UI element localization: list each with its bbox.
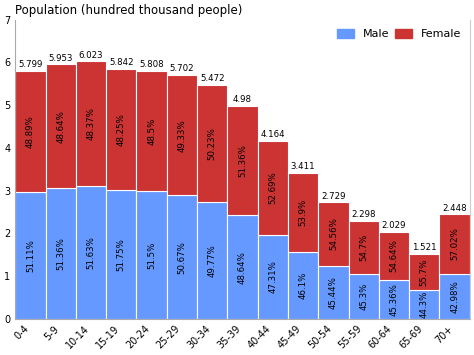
Text: 49.77%: 49.77% xyxy=(208,244,217,277)
Text: 4.164: 4.164 xyxy=(261,130,285,139)
Bar xyxy=(167,75,197,195)
Text: 5.842: 5.842 xyxy=(109,59,134,67)
Text: 52.69%: 52.69% xyxy=(268,171,277,204)
Text: 50.23%: 50.23% xyxy=(208,127,217,160)
Text: 48.37%: 48.37% xyxy=(87,107,96,140)
Bar xyxy=(137,71,167,191)
Bar xyxy=(106,69,137,190)
Text: 55.7%: 55.7% xyxy=(420,258,429,286)
Text: 6.023: 6.023 xyxy=(79,51,103,60)
Bar xyxy=(288,173,318,252)
Text: 2.448: 2.448 xyxy=(442,203,467,213)
Bar xyxy=(197,202,228,319)
Bar xyxy=(439,214,470,274)
Text: 45.44%: 45.44% xyxy=(329,276,338,309)
Text: Population (hundred thousand people): Population (hundred thousand people) xyxy=(15,4,243,17)
Text: 4.98: 4.98 xyxy=(233,95,252,104)
Text: 5.472: 5.472 xyxy=(200,74,225,83)
Text: 51.5%: 51.5% xyxy=(147,241,156,269)
Bar xyxy=(106,190,137,319)
Text: 3.411: 3.411 xyxy=(291,162,315,171)
Text: 54.64%: 54.64% xyxy=(390,239,399,272)
Bar xyxy=(228,106,258,215)
Bar xyxy=(318,266,348,319)
Bar xyxy=(258,141,288,235)
Text: 5.799: 5.799 xyxy=(18,60,43,69)
Bar xyxy=(228,215,258,319)
Text: 45.3%: 45.3% xyxy=(359,283,368,310)
Bar xyxy=(348,274,379,319)
Text: 57.02%: 57.02% xyxy=(450,228,459,261)
Text: 2.729: 2.729 xyxy=(321,191,346,201)
Text: 48.64%: 48.64% xyxy=(56,110,65,143)
Bar xyxy=(439,274,470,319)
Bar xyxy=(318,202,348,266)
Bar xyxy=(76,61,106,186)
Text: 42.98%: 42.98% xyxy=(450,280,459,313)
Text: 48.25%: 48.25% xyxy=(117,113,126,146)
Text: 44.3%: 44.3% xyxy=(420,291,429,318)
Text: 5.808: 5.808 xyxy=(139,60,164,69)
Bar xyxy=(46,65,76,188)
Bar xyxy=(15,192,46,319)
Text: 48.89%: 48.89% xyxy=(26,115,35,148)
Text: 54.7%: 54.7% xyxy=(359,234,368,261)
Text: 54.56%: 54.56% xyxy=(329,218,338,251)
Text: 2.298: 2.298 xyxy=(351,210,376,219)
Bar xyxy=(409,254,439,290)
Bar xyxy=(379,279,409,319)
Bar xyxy=(409,290,439,319)
Bar xyxy=(379,232,409,279)
Text: 48.64%: 48.64% xyxy=(238,251,247,284)
Bar xyxy=(197,85,228,202)
Bar xyxy=(167,195,197,319)
Text: 53.9%: 53.9% xyxy=(299,199,308,226)
Text: 51.75%: 51.75% xyxy=(117,238,126,271)
Legend: Male, Female: Male, Female xyxy=(334,25,464,42)
Bar xyxy=(15,71,46,192)
Text: 50.67%: 50.67% xyxy=(177,241,186,274)
Text: 51.63%: 51.63% xyxy=(87,236,96,269)
Bar xyxy=(348,221,379,274)
Text: 5.953: 5.953 xyxy=(48,54,73,63)
Text: 48.5%: 48.5% xyxy=(147,117,156,144)
Bar xyxy=(258,235,288,319)
Bar xyxy=(137,191,167,319)
Text: 5.702: 5.702 xyxy=(170,65,194,73)
Text: 1.521: 1.521 xyxy=(412,243,437,252)
Text: 2.029: 2.029 xyxy=(382,222,406,230)
Bar xyxy=(288,252,318,319)
Bar xyxy=(76,186,106,319)
Text: 51.11%: 51.11% xyxy=(26,239,35,272)
Text: 45.36%: 45.36% xyxy=(390,283,399,316)
Text: 51.36%: 51.36% xyxy=(56,237,65,270)
Text: 47.31%: 47.31% xyxy=(268,260,277,293)
Text: 51.36%: 51.36% xyxy=(238,144,247,177)
Bar xyxy=(46,188,76,319)
Text: 49.33%: 49.33% xyxy=(177,119,186,152)
Text: 46.1%: 46.1% xyxy=(299,272,308,299)
